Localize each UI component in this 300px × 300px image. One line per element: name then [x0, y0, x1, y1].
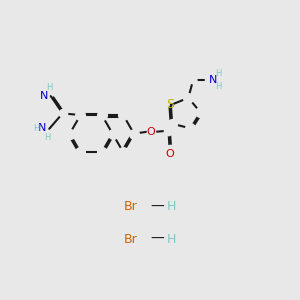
Text: H: H [33, 124, 39, 133]
Text: H: H [46, 83, 52, 92]
Text: N: N [208, 75, 217, 85]
Text: N: N [38, 123, 46, 133]
Text: —: — [151, 200, 164, 214]
Text: S: S [166, 98, 174, 111]
Text: —: — [151, 232, 164, 246]
Text: H: H [167, 200, 176, 213]
Text: H: H [215, 69, 221, 78]
Text: O: O [165, 149, 174, 159]
Text: N: N [39, 91, 48, 100]
Text: H: H [215, 82, 221, 91]
Text: H: H [167, 233, 176, 246]
Text: H: H [44, 133, 51, 142]
Text: O: O [146, 127, 155, 137]
Text: Br: Br [124, 233, 138, 246]
Text: Br: Br [124, 200, 138, 213]
